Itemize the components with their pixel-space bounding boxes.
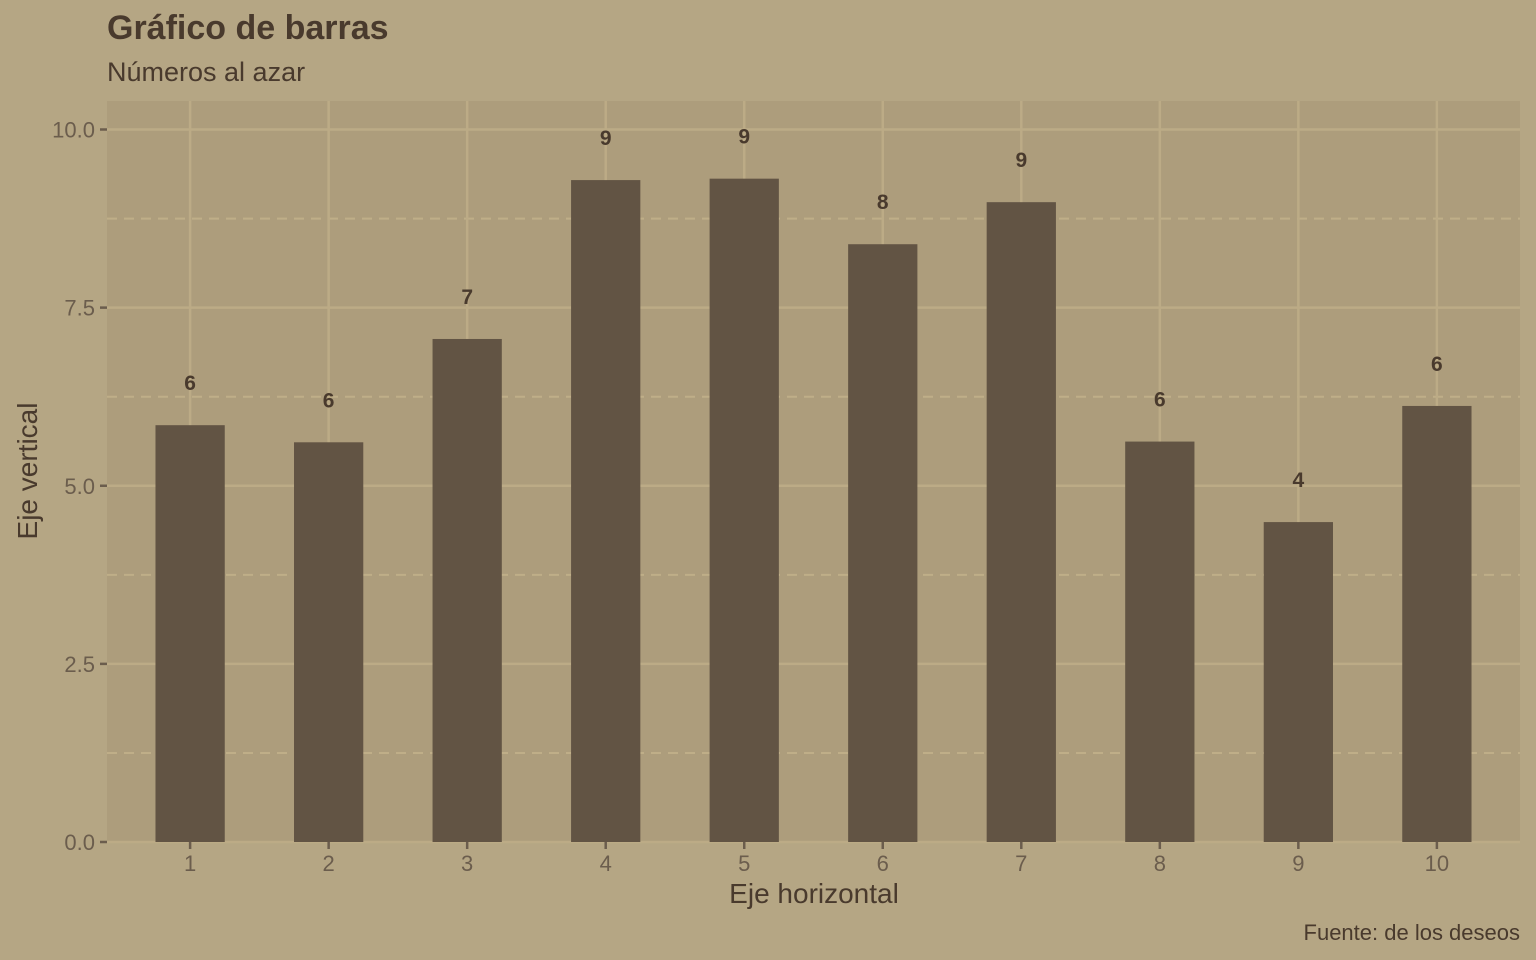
data-label-1: 6 <box>184 372 196 395</box>
bar-4 <box>571 180 641 842</box>
y-tick-label: 5.0 <box>64 474 95 499</box>
x-tick-label: 6 <box>877 851 889 876</box>
bar-10 <box>1402 405 1472 842</box>
data-label-8: 6 <box>1154 389 1166 412</box>
x-tick-label: 2 <box>323 851 335 876</box>
x-tick-label: 4 <box>600 851 612 876</box>
chart-subtitle: Números al azar <box>107 57 305 87</box>
x-tick-label: 9 <box>1292 851 1304 876</box>
x-tick-label: 3 <box>461 851 473 876</box>
bar-5 <box>709 178 779 843</box>
x-tick-label: 7 <box>1015 851 1027 876</box>
bar-6 <box>848 244 918 842</box>
x-tick-label: 5 <box>738 851 750 876</box>
bar-1 <box>155 425 225 842</box>
chart-caption: Fuente: de los deseos <box>1304 920 1520 945</box>
y-tick-label: 0.0 <box>64 830 95 855</box>
y-tick-label: 2.5 <box>64 652 95 677</box>
x-axis: 1 2 3 4 5 6 7 8 9 10 <box>184 842 1449 876</box>
data-label-4: 9 <box>600 127 612 150</box>
data-label-2: 6 <box>323 389 335 412</box>
bar-3 <box>432 338 502 842</box>
data-label-7: 9 <box>1015 149 1027 172</box>
data-labels: 6 6 7 9 9 8 9 6 4 6 <box>184 126 1442 492</box>
y-tick-label: 7.5 <box>64 296 95 321</box>
y-tick-label: 10.0 <box>52 118 95 143</box>
chart-title: Gráfico de barras <box>107 9 389 47</box>
x-axis-title: Eje horizontal <box>729 878 899 909</box>
y-axis-title: Eje vertical <box>12 403 43 540</box>
x-tick-label: 1 <box>184 851 196 876</box>
data-label-3: 7 <box>461 286 473 309</box>
data-label-5: 9 <box>738 126 750 149</box>
bars <box>155 178 1472 843</box>
data-label-6: 8 <box>877 191 889 214</box>
bar-9 <box>1263 522 1333 842</box>
x-tick-label: 8 <box>1154 851 1166 876</box>
bar-2 <box>294 442 364 842</box>
bar-8 <box>1125 441 1195 842</box>
y-axis: 0.0 2.5 5.0 7.5 10.0 <box>52 118 107 855</box>
data-label-10: 6 <box>1431 353 1443 376</box>
x-tick-label: 10 <box>1425 851 1449 876</box>
bar-7 <box>986 202 1056 843</box>
data-label-9: 4 <box>1293 469 1305 492</box>
